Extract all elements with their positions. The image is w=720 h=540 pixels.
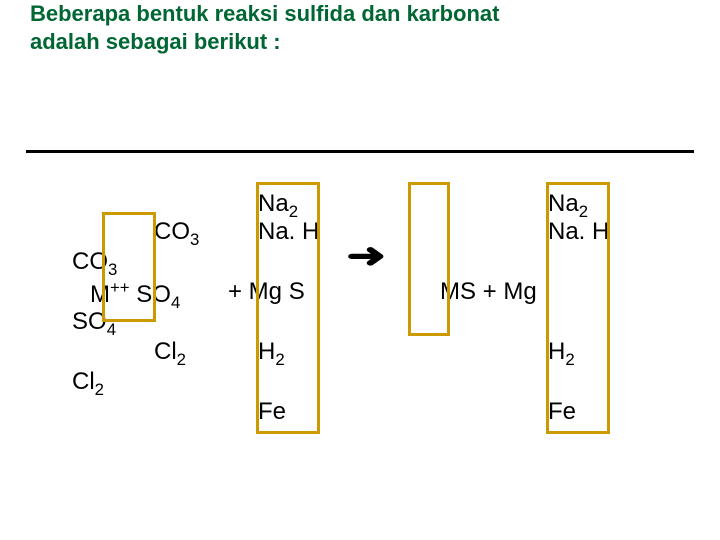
horizontal-rule [26,150,694,153]
slide-title: Beberapa bentuk reaksi sulfida dan karbo… [30,0,570,55]
box-mg1 [256,182,320,434]
formula-ms-plus-mg: MS + Mg [440,278,537,306]
reaction-arrow: ➜ [346,236,386,276]
formula-cl2-mid: Cl2 [154,338,186,370]
formula-co3-top: CO3 [154,218,199,250]
box-s [408,182,450,336]
formula-cl2-left: Cl2 [72,368,104,400]
box-mg2 [546,182,610,434]
slide: { "title": { "text": "Beberapa bentuk re… [0,0,720,540]
box-m [102,212,156,322]
